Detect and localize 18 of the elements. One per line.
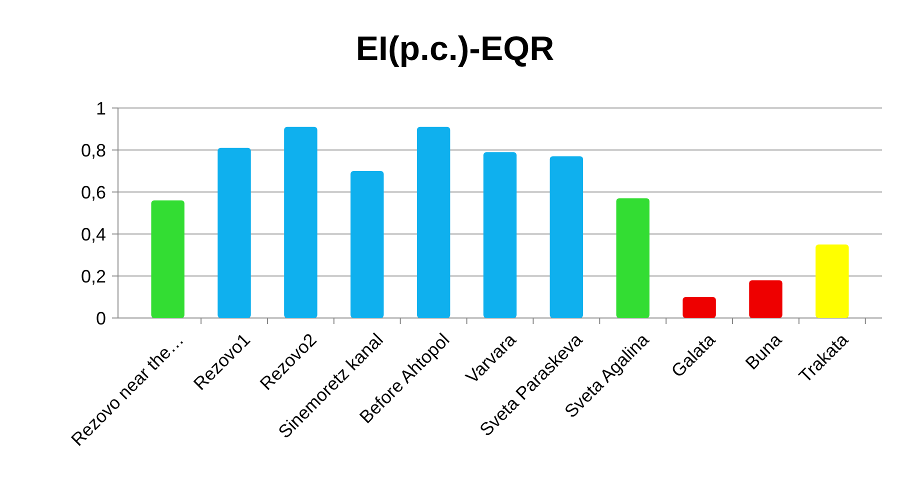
y-tick-label: 0,6 (80, 182, 106, 202)
bar (550, 156, 584, 318)
y-tick-label: 0,4 (80, 224, 106, 244)
bar (816, 244, 849, 318)
bar (616, 198, 650, 318)
y-tick-label: 0,8 (80, 140, 106, 160)
bar (483, 152, 517, 318)
y-tick-label: 0 (96, 308, 106, 328)
y-tick-label: 1 (96, 98, 106, 118)
bar (350, 171, 384, 318)
bar (218, 148, 251, 318)
bar (749, 280, 782, 318)
bar (284, 126, 318, 318)
bar (151, 200, 184, 318)
bar (416, 126, 450, 318)
chart-title: EI(p.c.)-EQR (356, 30, 554, 68)
bar (682, 297, 716, 318)
y-tick-label: 0,2 (80, 266, 106, 286)
